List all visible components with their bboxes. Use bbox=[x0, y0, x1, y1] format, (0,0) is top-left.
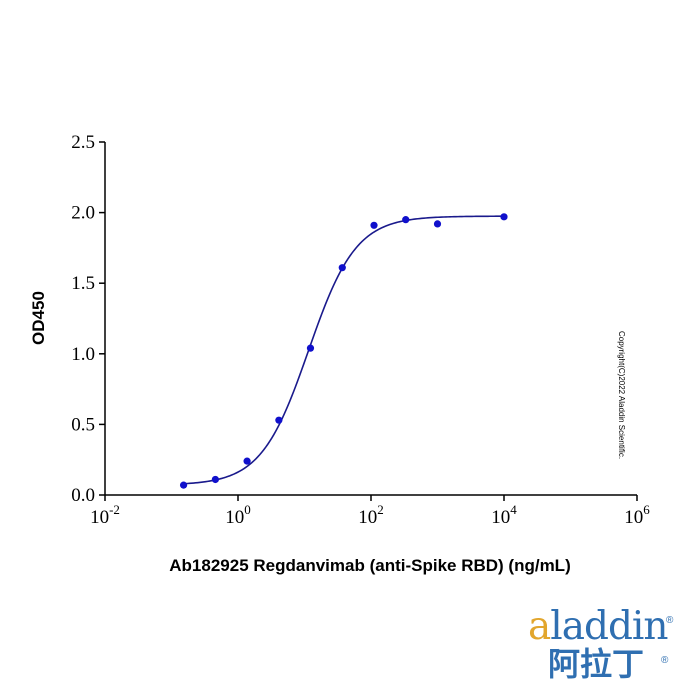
y-tick-label: 1.5 bbox=[71, 273, 95, 294]
logo-registered-mark-cn: ® bbox=[661, 655, 669, 666]
x-tick-label: 100 bbox=[225, 502, 251, 528]
data-point bbox=[306, 344, 315, 352]
data-point bbox=[370, 221, 378, 229]
y-tick-label: 2.0 bbox=[71, 203, 95, 224]
logo-registered-mark: ® bbox=[666, 615, 674, 626]
y-axis-label: OD450 bbox=[29, 291, 48, 345]
y-tick-label: 1.0 bbox=[71, 344, 95, 365]
y-tick-label: 0.0 bbox=[71, 485, 95, 506]
aladdin-logo: aladdin ® 阿拉丁 ® bbox=[528, 604, 674, 683]
copyright-text: Copyright(C)2022 Aladdin Scientific. bbox=[617, 331, 626, 459]
logo-english-rest: laddin bbox=[550, 604, 668, 649]
x-tick-label: 104 bbox=[491, 502, 517, 528]
axes bbox=[104, 142, 637, 496]
fit-curve bbox=[183, 215, 505, 485]
logo-accent-letter: a bbox=[528, 604, 551, 649]
data-point bbox=[275, 416, 283, 424]
logo-chinese: 阿拉丁 bbox=[548, 645, 644, 683]
data-point bbox=[500, 213, 508, 221]
x-axis-label: Ab182925 Regdanvimab (anti-Spike RBD) (n… bbox=[169, 556, 570, 575]
x-tick-label: 10-2 bbox=[90, 502, 120, 528]
data-point bbox=[402, 216, 410, 224]
x-ticks: 10-2 100 102 104 106 bbox=[90, 495, 650, 528]
data-point bbox=[211, 475, 219, 484]
y-ticks: 0.0 0.5 1.0 1.5 2.0 2.5 bbox=[71, 132, 105, 506]
x-tick-label: 102 bbox=[358, 502, 384, 528]
logo-english: aladdin bbox=[528, 604, 668, 649]
x-tick-label: 106 bbox=[624, 502, 650, 528]
y-tick-label: 0.5 bbox=[71, 414, 95, 435]
data-point bbox=[338, 264, 346, 272]
data-point bbox=[179, 481, 188, 489]
data-point bbox=[243, 457, 251, 465]
data-point bbox=[433, 220, 442, 228]
y-tick-label: 2.5 bbox=[71, 132, 95, 153]
data-points bbox=[179, 213, 508, 489]
